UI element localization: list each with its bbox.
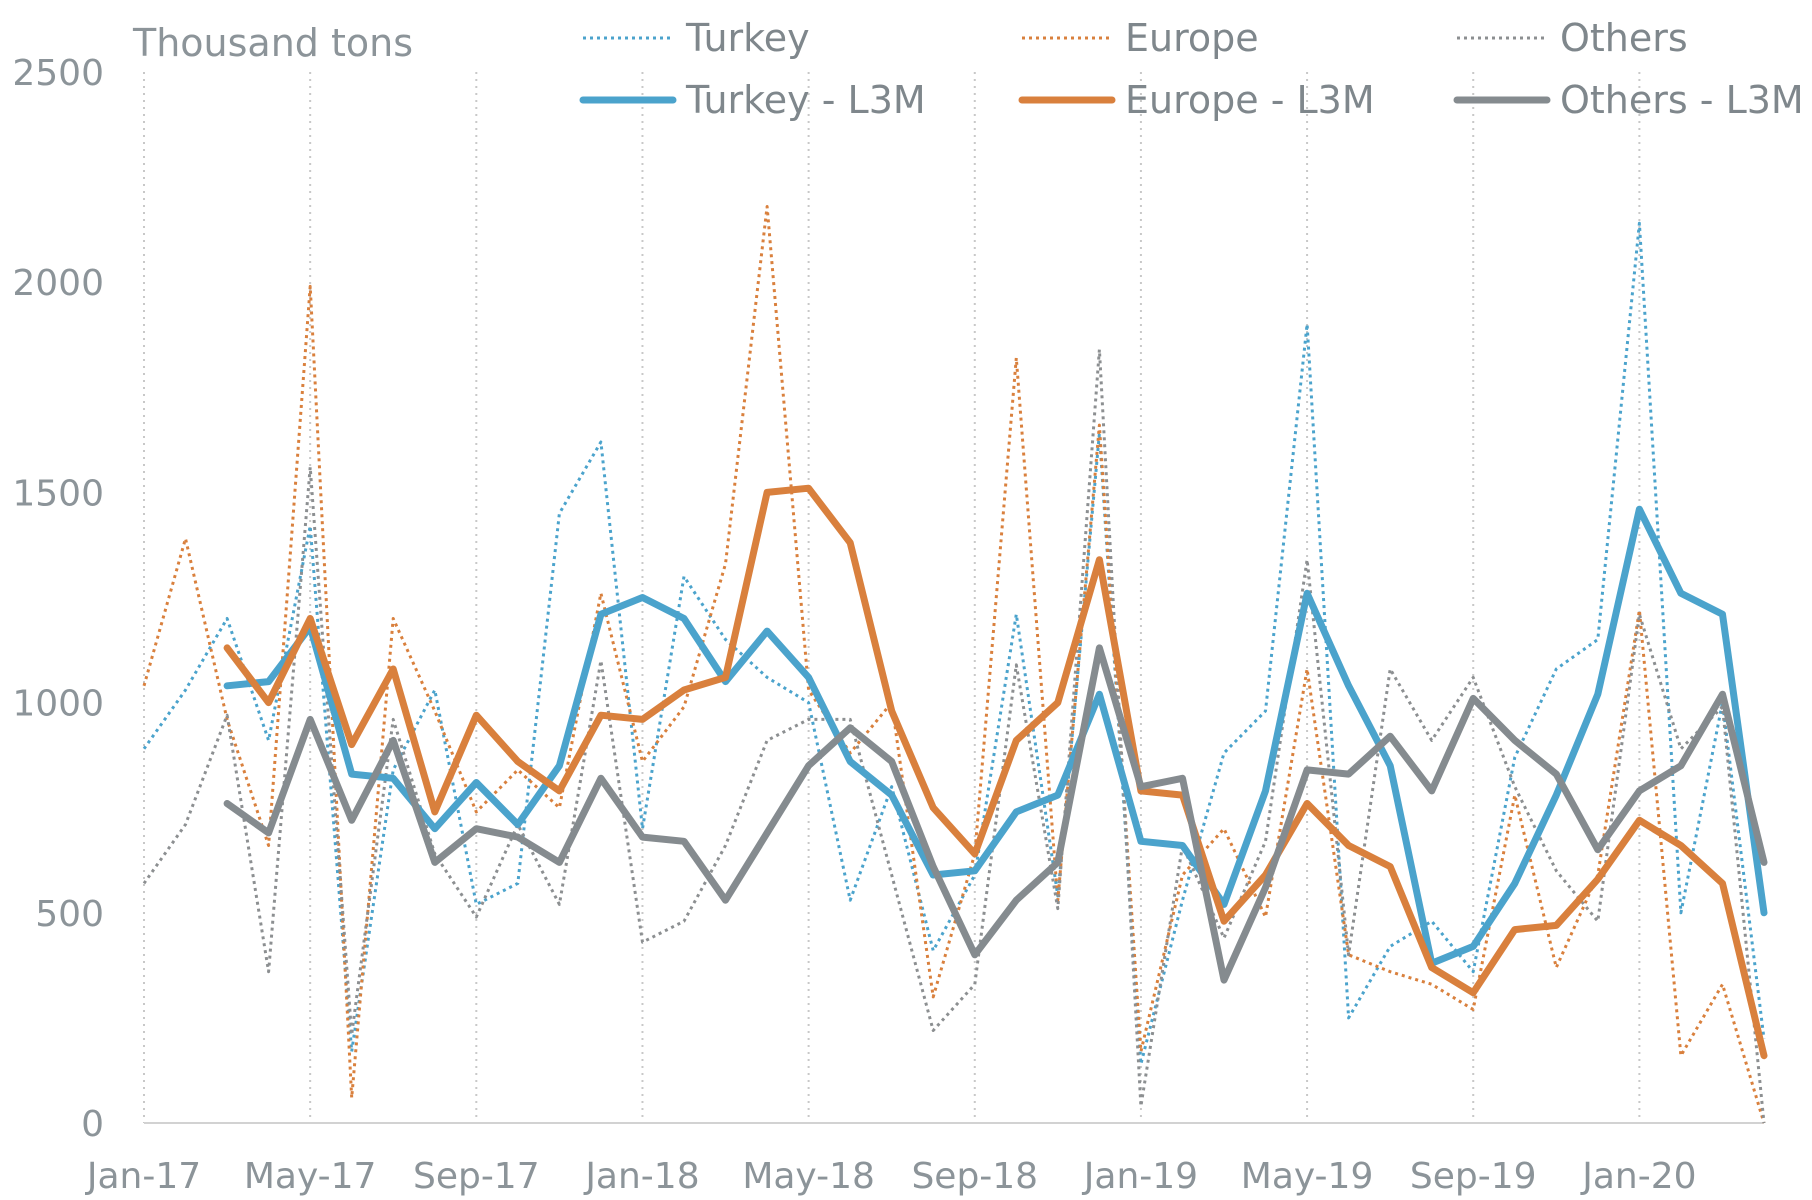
x-tick-label: Jan-17 bbox=[85, 1156, 201, 1197]
x-tick-label: May-17 bbox=[244, 1156, 377, 1197]
legend-item-others-l3m: Others - L3M bbox=[1453, 78, 1804, 122]
series-line-europe-l3m bbox=[223, 484, 1768, 1060]
y-tick-label: 1000 bbox=[12, 684, 104, 725]
series-line-europe bbox=[142, 205, 1766, 1124]
series-line-turkey-l3m bbox=[223, 505, 1768, 967]
y-tick-label: 0 bbox=[81, 1104, 104, 1145]
tick-labels: Jan-17 May-17 Sep-17 Jan-18 May-18 Sep-18 Jan-… bbox=[12, 53, 1696, 1197]
x-tick-label: Jan-19 bbox=[1082, 1156, 1198, 1197]
x-tick-label: May-18 bbox=[742, 1156, 875, 1197]
legend-label: Turkey bbox=[685, 16, 810, 60]
series-line-others bbox=[142, 348, 1766, 1124]
y-tick-label: 2500 bbox=[12, 53, 104, 94]
legend-label: Turkey - L3M bbox=[685, 78, 926, 122]
x-tick-label: Sep-17 bbox=[413, 1156, 540, 1197]
series-lines bbox=[142, 205, 1768, 1124]
unit-label: Thousand tons bbox=[132, 21, 413, 65]
x-tick-label: May-19 bbox=[1241, 1156, 1374, 1197]
x-tick-label: Jan-20 bbox=[1580, 1156, 1696, 1197]
series-line-others-l3m bbox=[223, 644, 1768, 984]
gridlines bbox=[143, 72, 1641, 1123]
legend-label: Others - L3M bbox=[1560, 78, 1804, 122]
legend-item-others: Others bbox=[1457, 16, 1688, 60]
y-tick-label: 500 bbox=[35, 894, 104, 935]
legend-label: Others bbox=[1560, 16, 1688, 60]
legend-item-turkey: Turkey bbox=[583, 16, 810, 60]
x-tick-label: Sep-19 bbox=[1410, 1156, 1537, 1197]
legend-label: Europe bbox=[1125, 16, 1259, 60]
series-line-turkey bbox=[142, 221, 1766, 1066]
y-tick-label: 2000 bbox=[12, 263, 104, 304]
legend-item-europe-l3m: Europe - L3M bbox=[1018, 78, 1375, 122]
x-tick-label: Jan-18 bbox=[583, 1156, 699, 1197]
legend: Turkey Europe Others Turkey - L3M Europe - L… bbox=[579, 16, 1804, 122]
y-tick-label: 1500 bbox=[12, 473, 104, 514]
legend-item-europe: Europe bbox=[1022, 16, 1259, 60]
x-tick-label: Sep-18 bbox=[911, 1156, 1038, 1197]
legend-label: Europe - L3M bbox=[1125, 78, 1375, 122]
legend-item-turkey-l3m: Turkey - L3M bbox=[579, 78, 926, 122]
